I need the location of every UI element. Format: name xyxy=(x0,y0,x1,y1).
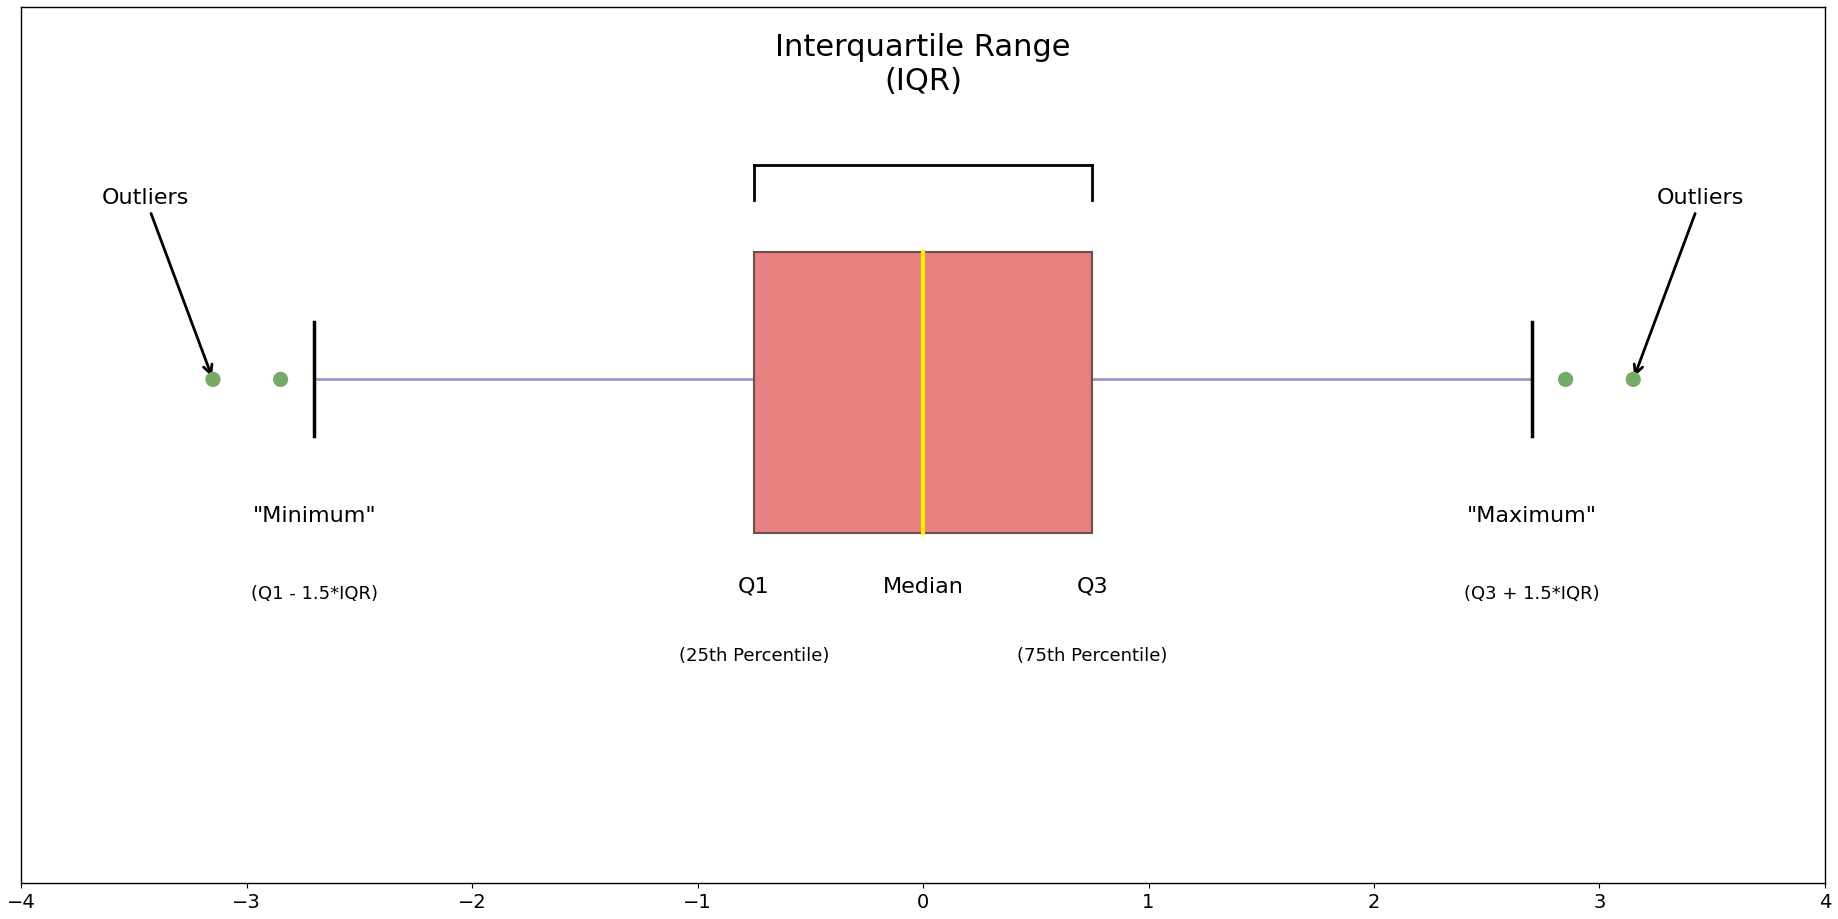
Text: Q3: Q3 xyxy=(1077,576,1108,596)
Text: (Q3 + 1.5*IQR): (Q3 + 1.5*IQR) xyxy=(1465,585,1599,604)
Text: "Minimum": "Minimum" xyxy=(252,506,377,527)
Text: (75th Percentile): (75th Percentile) xyxy=(1016,647,1167,664)
Point xyxy=(199,372,228,387)
Text: Median: Median xyxy=(882,576,963,596)
Bar xyxy=(754,253,1092,533)
Text: "Maximum": "Maximum" xyxy=(1467,506,1597,527)
Text: Interquartile Range
(IQR): Interquartile Range (IQR) xyxy=(776,33,1072,96)
Point xyxy=(1619,372,1649,387)
Text: Outliers: Outliers xyxy=(1634,188,1744,374)
Text: Q1: Q1 xyxy=(739,576,770,596)
Text: Outliers: Outliers xyxy=(101,188,211,374)
Text: (25th Percentile): (25th Percentile) xyxy=(678,647,829,664)
Point xyxy=(267,372,296,387)
Text: (Q1 - 1.5*IQR): (Q1 - 1.5*IQR) xyxy=(252,585,379,604)
Point xyxy=(1551,372,1581,387)
